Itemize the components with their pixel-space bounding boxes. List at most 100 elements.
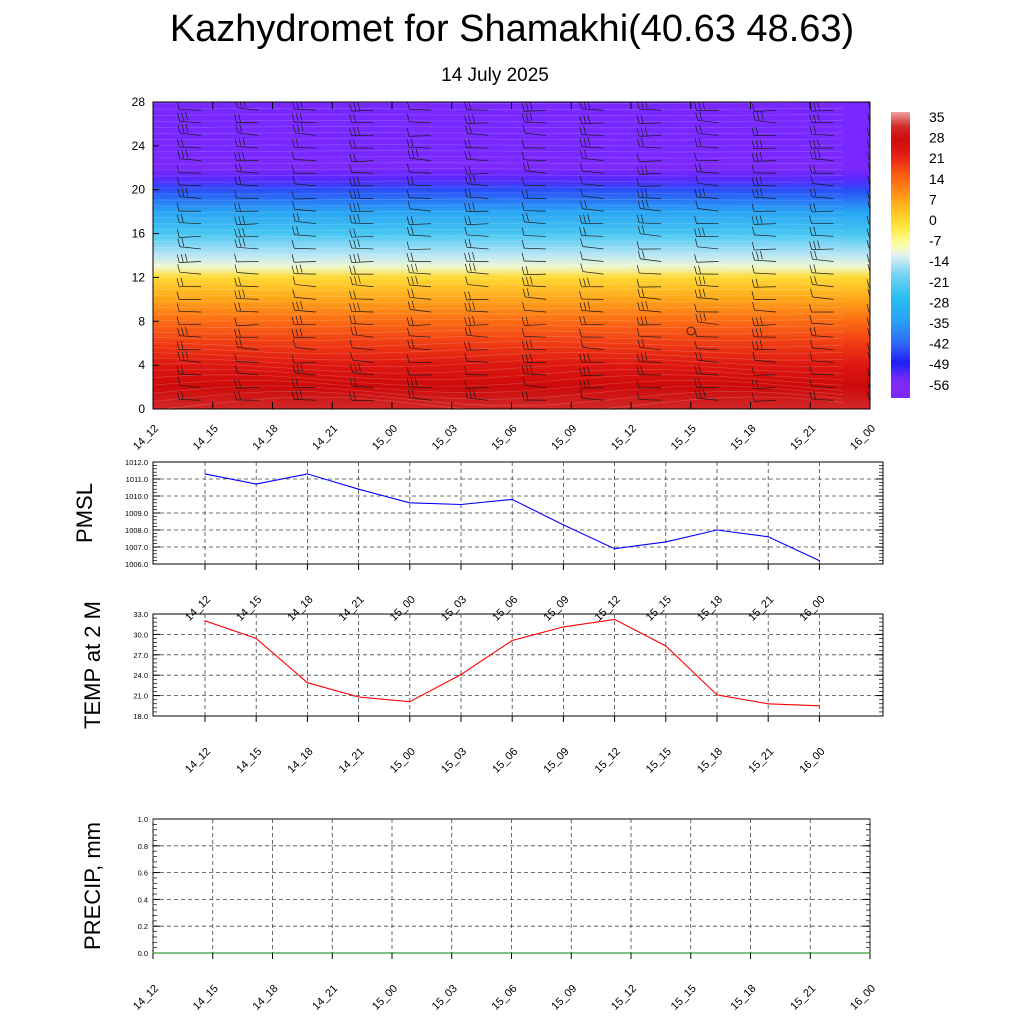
x-tick-label: 14_15 bbox=[234, 594, 264, 624]
x-tick-label: 14_21 bbox=[337, 746, 367, 776]
colorbar-label: 0 bbox=[929, 212, 937, 228]
data-point bbox=[255, 637, 257, 640]
chart-subtitle: 14 July 2025 bbox=[441, 65, 549, 86]
x-tick-label: 14_12 bbox=[183, 746, 213, 776]
x-tick-label: 16_00 bbox=[848, 423, 878, 453]
y-tick-label: 28 bbox=[132, 95, 146, 109]
y-tick-label: 1011.0 bbox=[126, 475, 148, 484]
data-point bbox=[614, 618, 616, 621]
colorbar-label: 28 bbox=[929, 130, 945, 146]
y-tick-label: 27.0 bbox=[133, 651, 148, 660]
x-tick-label: 15_12 bbox=[593, 746, 623, 776]
y-tick-label: 24.0 bbox=[133, 671, 148, 680]
chart-title: Kazhydromet for Shamakhi(40.63 48.63) bbox=[169, 8, 855, 50]
x-tick-label: 15_21 bbox=[746, 746, 776, 776]
data-point bbox=[570, 952, 572, 954]
data-point bbox=[271, 952, 274, 954]
data-point bbox=[767, 703, 769, 705]
data-point bbox=[451, 952, 453, 954]
data-point bbox=[562, 524, 565, 526]
x-tick-label: 15_12 bbox=[609, 983, 639, 1013]
y-tick-label: 1012.0 bbox=[125, 458, 148, 467]
colorbar-label: -14 bbox=[929, 253, 949, 269]
data-point bbox=[306, 682, 308, 684]
x-tick-label: 15_18 bbox=[729, 423, 759, 453]
data-point bbox=[409, 502, 411, 504]
x-tick-label: 15_12 bbox=[609, 423, 639, 453]
calm-marker bbox=[686, 326, 696, 336]
x-tick-label: 15_15 bbox=[644, 746, 674, 776]
colorbar-label: -7 bbox=[929, 233, 942, 249]
colorbar-label: -56 bbox=[929, 377, 949, 393]
data-point bbox=[331, 952, 333, 954]
x-tick-label: 15_18 bbox=[695, 594, 725, 624]
y-tick-label: 1008.0 bbox=[125, 526, 148, 535]
y-axis-label: TEMP at 2 M bbox=[80, 601, 105, 729]
data-point bbox=[511, 639, 513, 642]
y-tick-label: 0.2 bbox=[138, 922, 148, 931]
y-tick-label: 16 bbox=[132, 227, 146, 241]
temperature-field bbox=[153, 102, 870, 409]
data-point bbox=[818, 560, 821, 562]
x-tick-label: 15_09 bbox=[549, 423, 579, 453]
y-axis-label: PMSL bbox=[72, 483, 97, 543]
y-tick-label: 20 bbox=[132, 183, 146, 197]
y-tick-label: 21.0 bbox=[133, 692, 148, 701]
x-tick-label: 15_03 bbox=[439, 594, 469, 624]
x-tick-label: 16_00 bbox=[848, 983, 878, 1013]
data-point bbox=[510, 952, 513, 954]
temp-panel: 18.0 21.0 24.0 27.0 30.0 33.0 14_12 14_15 14_18 1… bbox=[80, 601, 884, 776]
x-tick-label: 15_18 bbox=[695, 746, 725, 776]
data-point bbox=[255, 483, 257, 485]
data-point bbox=[409, 701, 411, 703]
data-point bbox=[614, 548, 616, 550]
x-tick-label: 16_00 bbox=[797, 746, 827, 776]
x-tick-label: 15_03 bbox=[439, 746, 469, 776]
x-tick-label: 15_00 bbox=[370, 423, 400, 453]
x-tick-label: 15_12 bbox=[593, 594, 623, 624]
cross-section-panel: 0 4 8 12 16 20 24 28 14_12 14_15 14_18 14_21 15_00 15… bbox=[131, 95, 878, 453]
y-tick-label: 30.0 bbox=[133, 630, 148, 639]
x-tick-label: 15_21 bbox=[788, 983, 818, 1013]
x-tick-label: 16_00 bbox=[797, 594, 827, 624]
x-tick-label: 15_00 bbox=[388, 746, 418, 776]
y-tick-label: 1007.0 bbox=[125, 543, 148, 552]
x-tick-label: 15_00 bbox=[388, 594, 418, 624]
x-tick-label: 15_06 bbox=[490, 983, 520, 1013]
y-tick-label: 1009.0 bbox=[125, 509, 148, 518]
x-tick-label: 14_15 bbox=[191, 423, 221, 453]
colorbar-bar bbox=[891, 112, 910, 398]
pmsl-panel: 1006.0 1007.0 1008.0 1009.0 1010.0 1011.0 1012… bbox=[72, 458, 884, 624]
x-tick-label: 14_12 bbox=[131, 423, 161, 453]
y-tick-label: 1010.0 bbox=[125, 492, 148, 501]
y-tick-label: 1.0 bbox=[138, 815, 148, 824]
data-point bbox=[358, 488, 360, 490]
contour-lines bbox=[153, 102, 844, 409]
colorbar-label: 21 bbox=[929, 150, 945, 166]
data-point bbox=[690, 952, 692, 954]
data-point bbox=[460, 503, 462, 506]
x-tick-label: 15_09 bbox=[541, 746, 571, 776]
data-point bbox=[212, 952, 214, 954]
y-tick-label: 8 bbox=[138, 314, 145, 328]
colorbar-label: -28 bbox=[929, 294, 949, 310]
y-tick-label: 0 bbox=[138, 402, 145, 416]
data-point bbox=[562, 626, 565, 628]
x-tick-label: 14_15 bbox=[191, 983, 221, 1013]
x-tick-label: 15_06 bbox=[490, 423, 520, 453]
colorbar-label: -21 bbox=[929, 274, 949, 290]
data-point bbox=[749, 952, 752, 954]
data-point bbox=[809, 952, 811, 954]
x-tick-label: 15_09 bbox=[549, 983, 579, 1013]
y-tick-label: 4 bbox=[138, 358, 145, 372]
x-tick-label: 14_12 bbox=[131, 983, 161, 1013]
colorbar-label: 35 bbox=[929, 109, 945, 125]
data-point bbox=[665, 541, 667, 543]
colorbar-label: 14 bbox=[929, 171, 945, 187]
colorbar-label: -35 bbox=[929, 315, 949, 331]
x-tick-label: 14_18 bbox=[251, 423, 281, 453]
data-point bbox=[818, 705, 821, 707]
y-tick-label: 1006.0 bbox=[125, 560, 148, 569]
x-tick-label: 14_21 bbox=[310, 983, 340, 1013]
